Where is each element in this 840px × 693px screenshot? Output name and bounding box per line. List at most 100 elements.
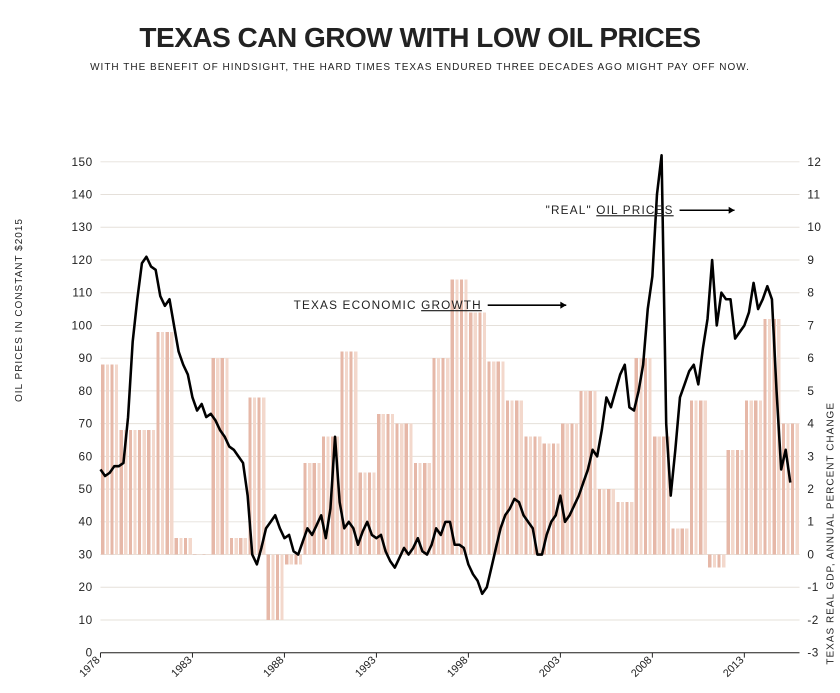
gdp-bar (460, 280, 463, 555)
svg-text:90: 90 (79, 352, 93, 365)
gdp-bar (708, 555, 711, 568)
gdp-bar (409, 424, 412, 555)
gdp-bar (161, 332, 164, 555)
gdp-bar (630, 502, 633, 554)
gdp-bar (722, 555, 725, 568)
svg-text:1978: 1978 (77, 654, 102, 679)
gdp-bar (727, 450, 730, 555)
svg-text:50: 50 (79, 483, 93, 496)
gdp-bar (524, 437, 527, 555)
chart-title: TEXAS CAN GROW WITH LOW OIL PRICES (0, 22, 840, 54)
gdp-bar (110, 365, 113, 555)
svg-text:12: 12 (807, 156, 821, 169)
gdp-bar (120, 430, 123, 554)
svg-text:2003: 2003 (537, 654, 562, 679)
chart-area: 0102030405060708090100110120130140150-3-… (64, 152, 776, 652)
gdp-bar (754, 401, 757, 555)
gdp-bar (478, 312, 481, 554)
gdp-bar (428, 463, 431, 555)
gdp-bar (736, 450, 739, 555)
gdp-bar (354, 352, 357, 555)
svg-text:7: 7 (807, 319, 814, 332)
gdp-bar (561, 424, 564, 555)
gdp-bar (258, 397, 261, 554)
svg-text:40: 40 (79, 516, 93, 529)
gdp-bar (644, 358, 647, 554)
gdp-bar (506, 401, 509, 555)
gdp-bar (589, 391, 592, 555)
gdp-bar (616, 502, 619, 554)
gdp-bar (313, 463, 316, 555)
svg-text:80: 80 (79, 385, 93, 398)
gdp-bar (483, 312, 486, 554)
gdp-bar (731, 450, 734, 555)
svg-text:30: 30 (79, 548, 93, 561)
gdp-bar (635, 358, 638, 554)
svg-text:20: 20 (79, 581, 93, 594)
gdp-bar (662, 437, 665, 555)
gdp-bar (101, 365, 104, 555)
gdp-bar (469, 312, 472, 554)
svg-text:2013: 2013 (721, 654, 746, 679)
gdp-bar (763, 319, 766, 555)
gdp-bar (653, 437, 656, 555)
gdp-bar (750, 401, 753, 555)
svg-text:1: 1 (807, 516, 814, 529)
gdp-bar (625, 502, 628, 554)
gdp-bar (106, 365, 109, 555)
svg-text:11: 11 (807, 188, 820, 201)
gdp-bar (170, 332, 173, 555)
svg-text:8: 8 (807, 287, 814, 300)
svg-text:100: 100 (72, 319, 93, 332)
gdp-bar (575, 424, 578, 555)
gdp-bar (166, 332, 169, 555)
svg-text:1988: 1988 (261, 654, 286, 679)
annotation-growth: TEXAS ECONOMIC GROWTH (294, 299, 482, 312)
gdp-bar (602, 489, 605, 554)
gdp-bar (612, 489, 615, 554)
svg-text:120: 120 (72, 254, 93, 267)
annotation-oil: "REAL" OIL PRICES (546, 204, 674, 217)
gdp-bar (317, 463, 320, 555)
svg-text:10: 10 (79, 614, 93, 627)
svg-text:70: 70 (79, 418, 93, 431)
gdp-bar (681, 528, 684, 554)
svg-text:1998: 1998 (445, 654, 470, 679)
svg-text:3: 3 (807, 450, 814, 463)
gdp-bar (510, 401, 513, 555)
gdp-bar (225, 358, 228, 554)
gdp-bar (593, 391, 596, 555)
svg-text:60: 60 (79, 450, 93, 463)
gdp-bar (175, 538, 178, 554)
svg-text:9: 9 (807, 254, 814, 267)
gdp-bar (179, 538, 182, 554)
gdp-bar (759, 401, 762, 555)
chart-subtitle: WITH THE BENEFIT OF HINDSIGHT, THE HARD … (0, 62, 840, 73)
gdp-bar (271, 555, 274, 620)
gdp-bar (699, 401, 702, 555)
gdp-bar (791, 424, 794, 555)
gdp-bar (156, 332, 159, 555)
gdp-bar (290, 555, 293, 565)
svg-text:140: 140 (72, 188, 93, 201)
y-left-axis-label: OIL PRICES IN CONSTANT $2015 (14, 218, 25, 402)
svg-text:4: 4 (807, 418, 814, 431)
gdp-bar (396, 424, 399, 555)
gdp-bar (143, 430, 146, 554)
gdp-bar (455, 280, 458, 555)
gdp-bar (147, 430, 150, 554)
gdp-bar (391, 414, 394, 555)
oil-price-line (100, 155, 790, 594)
gdp-bar (552, 443, 555, 554)
gdp-bar (363, 473, 366, 555)
gdp-bar (685, 528, 688, 554)
gdp-bar (520, 401, 523, 555)
gdp-bar (796, 424, 799, 555)
gdp-bar (138, 430, 141, 554)
svg-text:2008: 2008 (629, 654, 654, 679)
gdp-bar (446, 358, 449, 554)
gdp-bar (235, 538, 238, 554)
gdp-bar (607, 489, 610, 554)
svg-text:1993: 1993 (353, 654, 378, 679)
svg-text:5: 5 (807, 385, 814, 398)
